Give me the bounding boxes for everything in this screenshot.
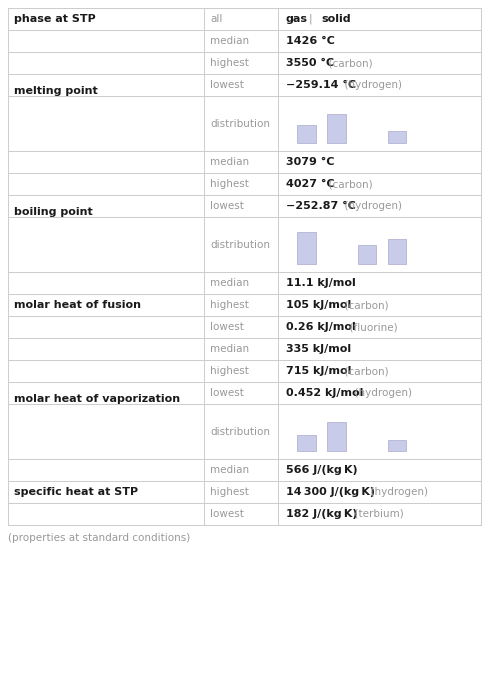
Bar (387, 131, 406, 144)
Text: lowest: lowest (210, 509, 244, 519)
Text: (carbon): (carbon) (337, 366, 387, 376)
Text: median: median (210, 278, 249, 288)
Text: distribution: distribution (210, 240, 270, 249)
Bar (327, 422, 345, 451)
Text: |: | (302, 14, 319, 24)
Text: (terbium): (terbium) (347, 509, 403, 519)
Bar (327, 113, 345, 144)
Text: highest: highest (210, 366, 249, 376)
Text: 105 kJ/mol: 105 kJ/mol (285, 300, 350, 310)
Text: median: median (210, 157, 249, 167)
Text: highest: highest (210, 487, 249, 497)
Text: boiling point: boiling point (14, 207, 93, 216)
Text: 14 300 J/(kg K): 14 300 J/(kg K) (285, 487, 374, 497)
Bar (297, 435, 315, 451)
Text: lowest: lowest (210, 201, 244, 211)
Text: melting point: melting point (14, 86, 98, 95)
Text: solid: solid (321, 14, 350, 24)
Bar (297, 232, 315, 265)
Text: lowest: lowest (210, 388, 244, 398)
Text: 0.452 kJ/mol: 0.452 kJ/mol (285, 388, 362, 398)
Text: (hydrogen): (hydrogen) (337, 80, 401, 90)
Text: (carbon): (carbon) (337, 300, 387, 310)
Text: (hydrogen): (hydrogen) (337, 201, 401, 211)
Text: highest: highest (210, 58, 249, 68)
Text: 1426 °C: 1426 °C (285, 36, 334, 46)
Bar (387, 239, 406, 265)
Text: 182 J/(kg K): 182 J/(kg K) (285, 509, 356, 519)
Text: (carbon): (carbon) (322, 58, 372, 68)
Text: −259.14 °C: −259.14 °C (285, 80, 355, 90)
Text: all: all (210, 14, 222, 24)
Text: lowest: lowest (210, 322, 244, 332)
Text: median: median (210, 465, 249, 475)
Text: molar heat of vaporization: molar heat of vaporization (14, 393, 180, 404)
Text: median: median (210, 344, 249, 354)
Text: highest: highest (210, 179, 249, 189)
Bar (297, 125, 315, 144)
Text: 0.26 kJ/mol: 0.26 kJ/mol (285, 322, 355, 332)
Text: specific heat at STP: specific heat at STP (14, 487, 138, 497)
Text: 335 kJ/mol: 335 kJ/mol (285, 344, 350, 354)
Text: 566 J/(kg K): 566 J/(kg K) (285, 465, 357, 475)
Text: 11.1 kJ/mol: 11.1 kJ/mol (285, 278, 355, 288)
Bar (357, 245, 375, 265)
Bar (387, 440, 406, 451)
Text: distribution: distribution (210, 426, 270, 437)
Text: (hydrogen): (hydrogen) (347, 388, 411, 398)
Text: phase at STP: phase at STP (14, 14, 96, 24)
Text: 715 kJ/mol: 715 kJ/mol (285, 366, 350, 376)
Text: molar heat of fusion: molar heat of fusion (14, 300, 141, 310)
Text: highest: highest (210, 300, 249, 310)
Text: (hydrogen): (hydrogen) (363, 487, 427, 497)
Text: 3079 °C: 3079 °C (285, 157, 333, 167)
Text: (fluorine): (fluorine) (342, 322, 397, 332)
Text: 4027 °C: 4027 °C (285, 179, 334, 189)
Text: (properties at standard conditions): (properties at standard conditions) (8, 533, 190, 543)
Text: −252.87 °C: −252.87 °C (285, 201, 355, 211)
Text: gas: gas (285, 14, 307, 24)
Text: lowest: lowest (210, 80, 244, 90)
Text: distribution: distribution (210, 118, 270, 129)
Text: 3550 °C: 3550 °C (285, 58, 333, 68)
Text: (carbon): (carbon) (322, 179, 372, 189)
Text: median: median (210, 36, 249, 46)
